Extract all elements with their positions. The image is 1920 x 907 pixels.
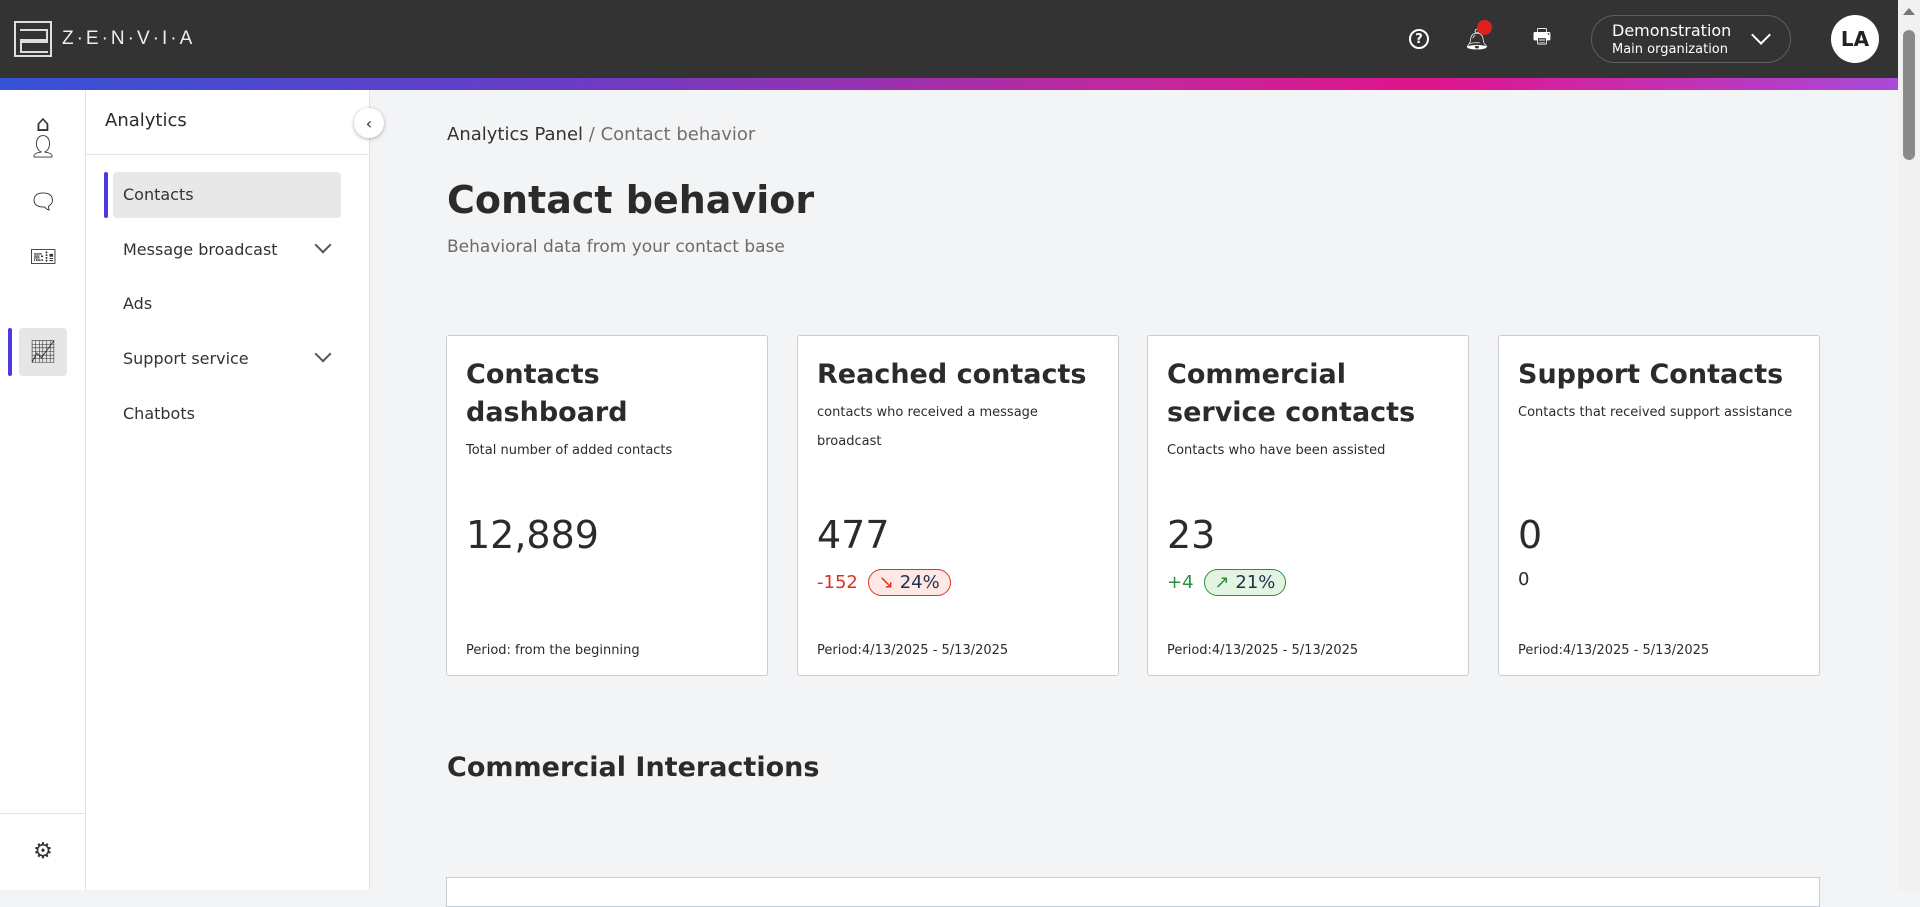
commercial-interactions-panel: [446, 877, 1820, 907]
card-period: Period:4/13/2025 - 5/13/2025: [1518, 643, 1710, 658]
org-name: Demonstration: [1612, 21, 1732, 40]
sidebar-item-label: Ads: [123, 294, 153, 313]
trend-percent: 21%: [1235, 572, 1276, 593]
card-period: Period: from the beginning: [466, 643, 640, 658]
arrow-up-right-icon: ↗: [1214, 572, 1230, 593]
card-delta: +4 ↗ 21%: [1167, 569, 1287, 596]
card-reached-contacts: Reached contacts contacts who received a…: [797, 335, 1119, 676]
scrollbar[interactable]: [1898, 0, 1920, 890]
card-delta: -152 ↘ 24%: [817, 569, 951, 596]
avatar[interactable]: LA: [1831, 15, 1879, 63]
card-commercial-service-contacts: Commercial service contacts Contacts who…: [1147, 335, 1469, 676]
collapse-sidebar-button[interactable]: ‹: [354, 108, 384, 138]
card-title: Commercial service contacts: [1167, 359, 1416, 428]
card-support-contacts: Support Contacts Contacts that received …: [1498, 335, 1820, 676]
card-title: Contacts dashboard: [466, 359, 628, 428]
divider: [0, 813, 86, 814]
breadcrumb: Analytics Panel / Contact behavior: [447, 124, 755, 145]
chat-icon[interactable]: 🗨︎: [29, 189, 57, 215]
delta-value: -152: [817, 572, 858, 593]
sidebar-item-ads[interactable]: Ads: [113, 281, 341, 327]
contacts-icon[interactable]: 👤︎: [29, 134, 57, 160]
trend-badge: ↘ 24%: [867, 569, 951, 596]
sidebar-item-contacts[interactable]: Contacts: [104, 172, 341, 218]
card-description: Total number of added contacts: [466, 443, 673, 458]
brand-gradient-bar: [0, 78, 1898, 90]
sidebar-item-label: Chatbots: [123, 404, 195, 423]
notification-dot: [1477, 20, 1492, 35]
card-period: Period:4/13/2025 - 5/13/2025: [817, 643, 1009, 658]
sidebar-item-support-service[interactable]: Support service: [113, 336, 341, 382]
org-sub: Main organization: [1612, 42, 1728, 57]
home-icon[interactable]: ⌂: [36, 111, 50, 137]
delta-value: 0: [1518, 569, 1530, 590]
logo-text: Z·E·N·V·I·A: [62, 28, 196, 49]
card-value: 0: [1518, 513, 1543, 557]
sidebar-item-message-broadcast[interactable]: Message broadcast: [113, 227, 341, 273]
page-subtitle: Behavioral data from your contact base: [447, 237, 785, 257]
delta-value: +4: [1167, 572, 1194, 593]
help-icon: ?: [1409, 29, 1429, 49]
breadcrumb-current: Contact behavior: [600, 124, 756, 145]
card-title: Reached contacts: [817, 359, 1087, 390]
card-description: Contacts that received support assistanc…: [1518, 405, 1793, 420]
zenvia-logo[interactable]: Z·E·N·V·I·A: [14, 21, 195, 57]
card-description: contacts who received a message broadcas…: [817, 405, 1038, 449]
section-title: Commercial Interactions: [447, 752, 820, 783]
chevron-down-icon: [314, 236, 332, 254]
card-title: Support Contacts: [1518, 359, 1784, 390]
arrow-down-right-icon: ↘: [878, 572, 894, 593]
sidebar-title: Analytics: [86, 90, 369, 155]
card-contacts-dashboard: Contacts dashboard Total number of added…: [446, 335, 768, 676]
logo-mark-icon: [14, 21, 52, 57]
chevron-down-icon: [314, 345, 332, 363]
trend-badge: ↗ 21%: [1203, 569, 1287, 596]
card-description: Contacts who have been assisted: [1167, 443, 1386, 458]
top-bar: Z·E·N·V·I·A ? 🔔︎ 🖶 Demonstration Main or…: [0, 0, 1898, 78]
sidebar-item-label: Support service: [123, 349, 249, 368]
card-value: 12,889: [466, 513, 599, 557]
card-value: 477: [817, 513, 890, 557]
breadcrumb-separator: /: [588, 124, 595, 145]
sidebar-item-chatbots[interactable]: Chatbots: [113, 391, 341, 437]
sidebar-item-label: Contacts: [123, 185, 194, 204]
printer-icon: 🖶: [1532, 24, 1552, 48]
breadcrumb-parent-link[interactable]: Analytics Panel: [447, 124, 584, 145]
card-value: 23: [1167, 513, 1216, 557]
help-button[interactable]: ?: [1402, 22, 1436, 56]
page-title: Contact behavior: [447, 178, 815, 222]
gear-icon[interactable]: ⚙: [33, 838, 53, 864]
card-period: Period:4/13/2025 - 5/13/2025: [1167, 643, 1359, 658]
icon-rail: ⌂ 👤︎ 🗨︎ 🎫︎ 📈︎ ⚙: [0, 90, 86, 890]
scroll-up-icon[interactable]: [1903, 8, 1915, 15]
trend-percent: 24%: [899, 572, 940, 593]
scrollbar-thumb[interactable]: [1903, 30, 1915, 160]
sidebar-item-label: Message broadcast: [123, 240, 278, 259]
sidebar: Analytics ‹ Contacts Message broadcast A…: [86, 90, 384, 890]
analytics-icon[interactable]: 📈︎: [8, 328, 67, 376]
printer-button[interactable]: 🖶: [1525, 22, 1559, 56]
ticket-icon[interactable]: 🎫︎: [29, 244, 57, 270]
card-delta: 0: [1518, 569, 1529, 590]
notifications-button[interactable]: 🔔︎: [1460, 20, 1494, 56]
chevron-left-icon: ‹: [365, 113, 373, 133]
organization-selector[interactable]: Demonstration Main organization: [1591, 15, 1791, 63]
